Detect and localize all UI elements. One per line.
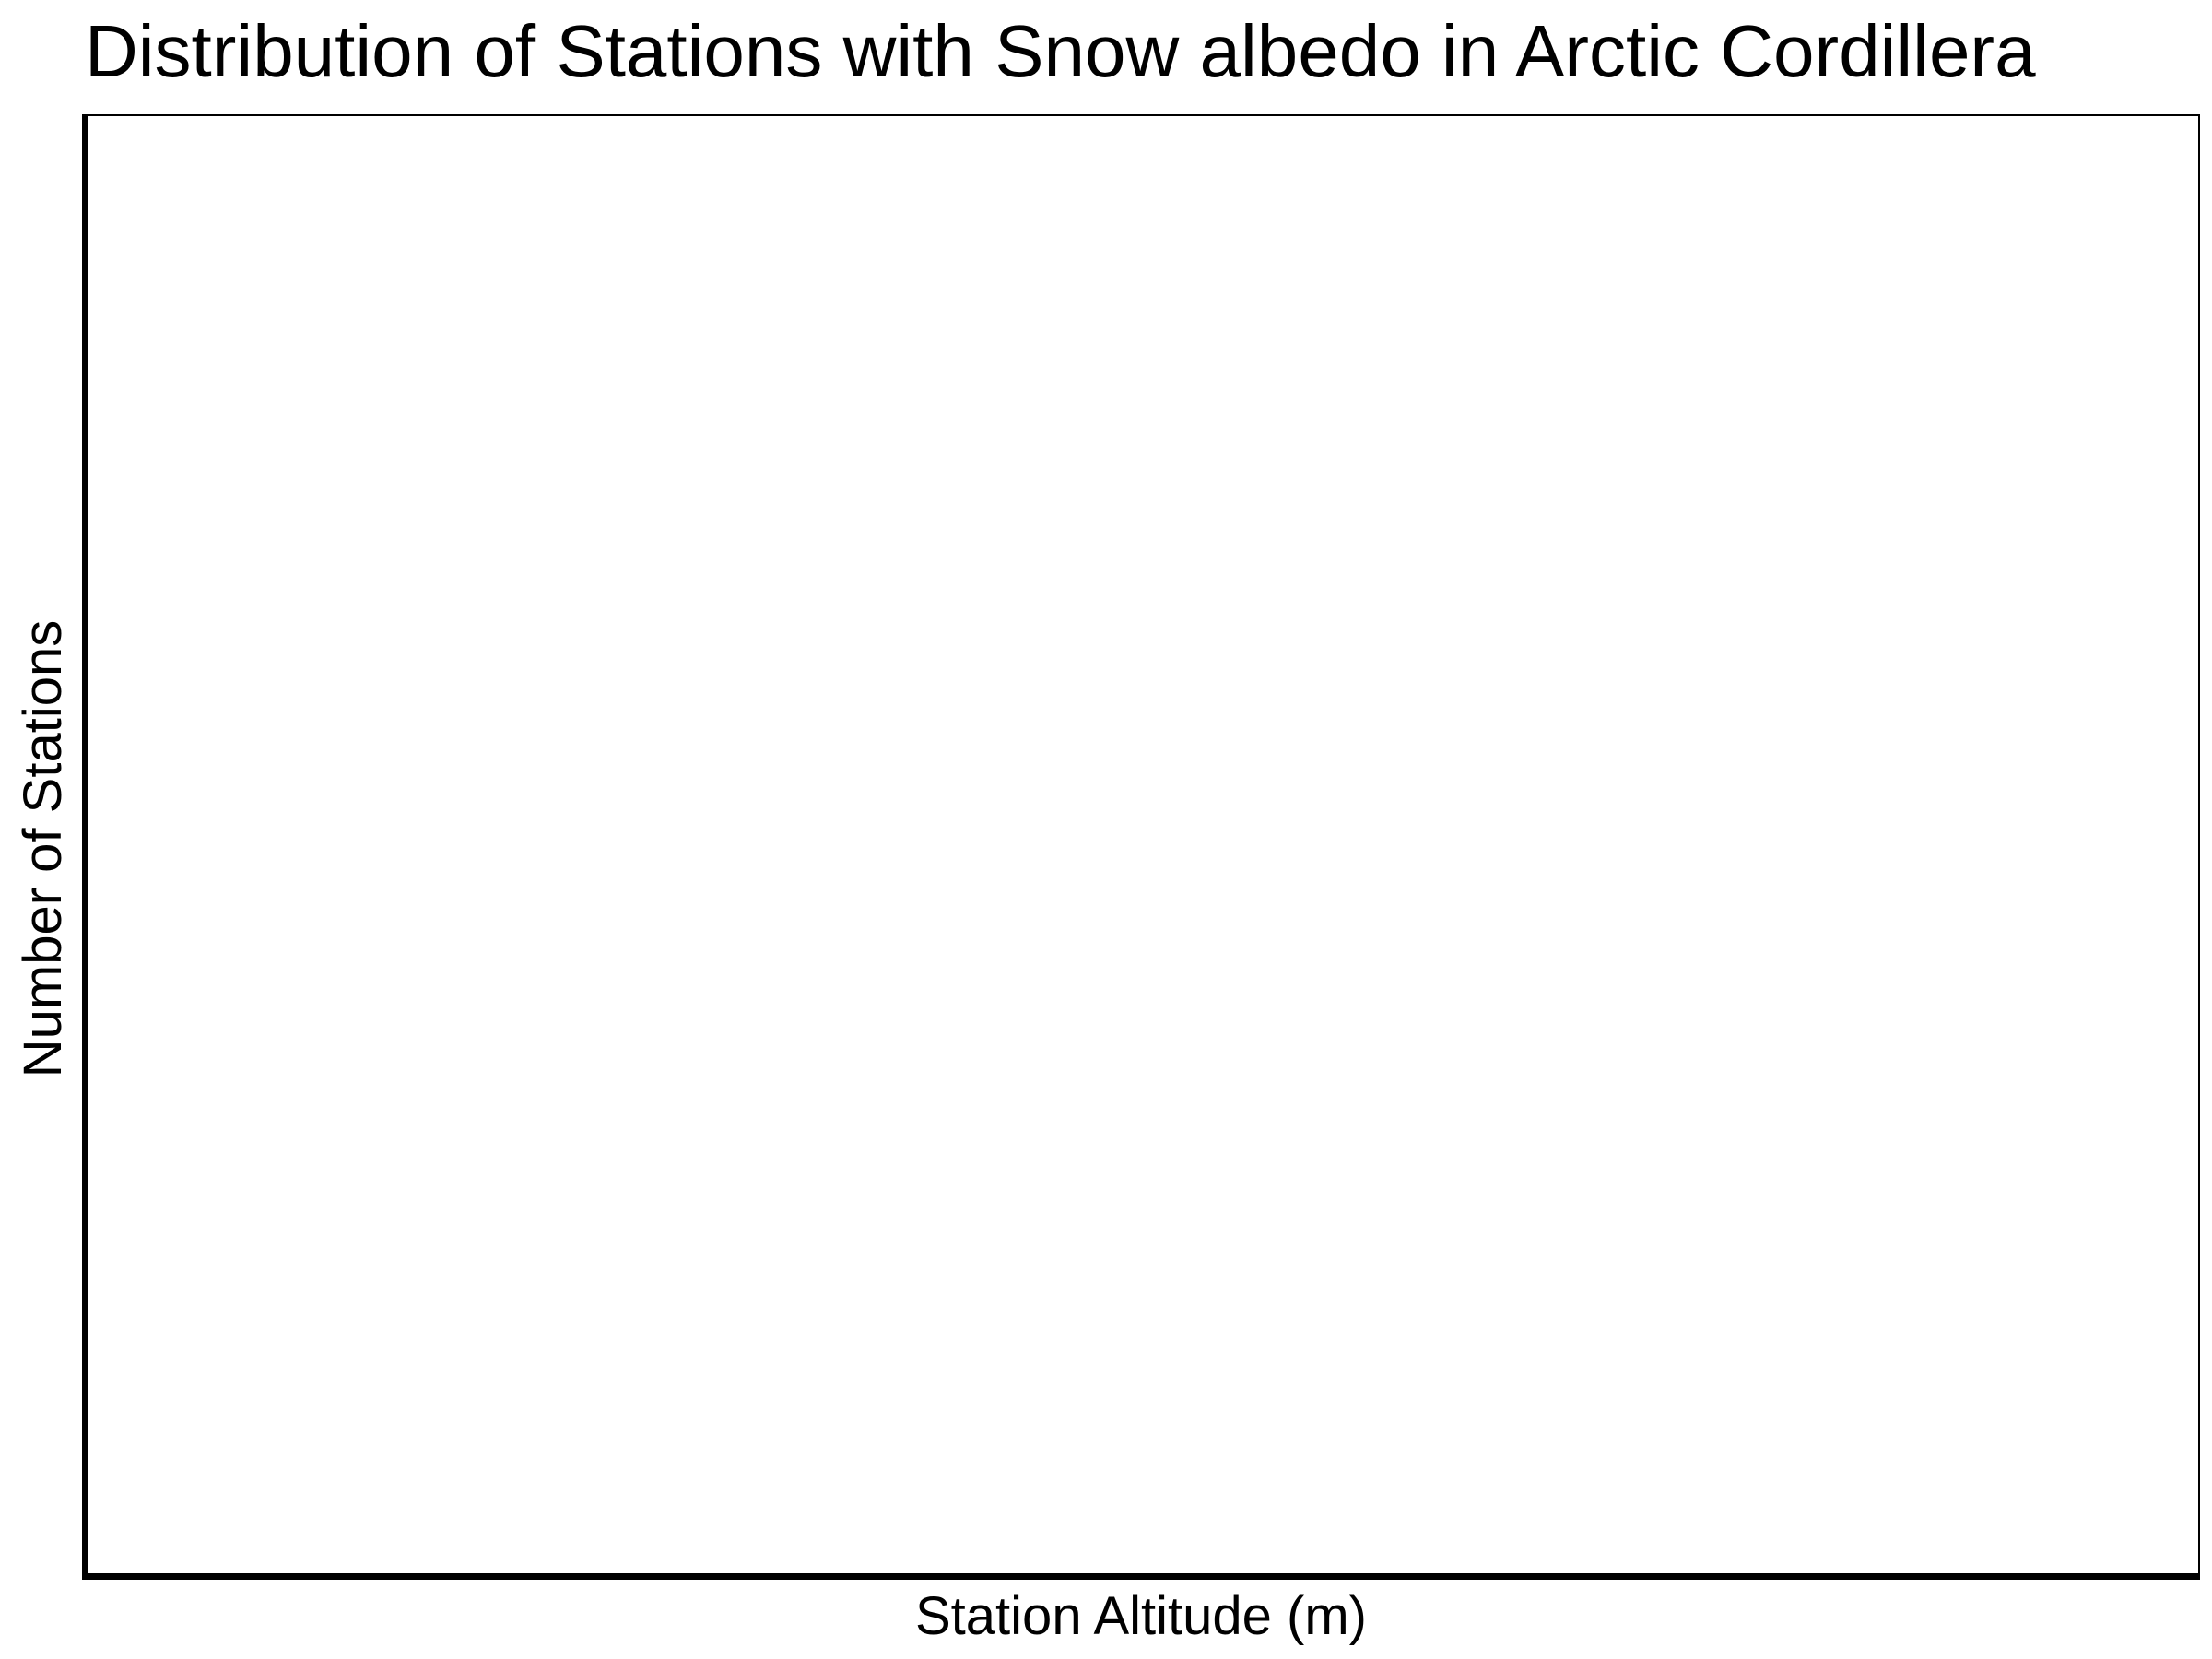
x-axis-label: Station Altitude (m) <box>915 1586 1367 1646</box>
y-axis-label: Number of Stations <box>13 619 73 1078</box>
plot-area <box>82 114 2200 1580</box>
chart-title: Distribution of Stations with Snow albed… <box>85 10 2036 92</box>
